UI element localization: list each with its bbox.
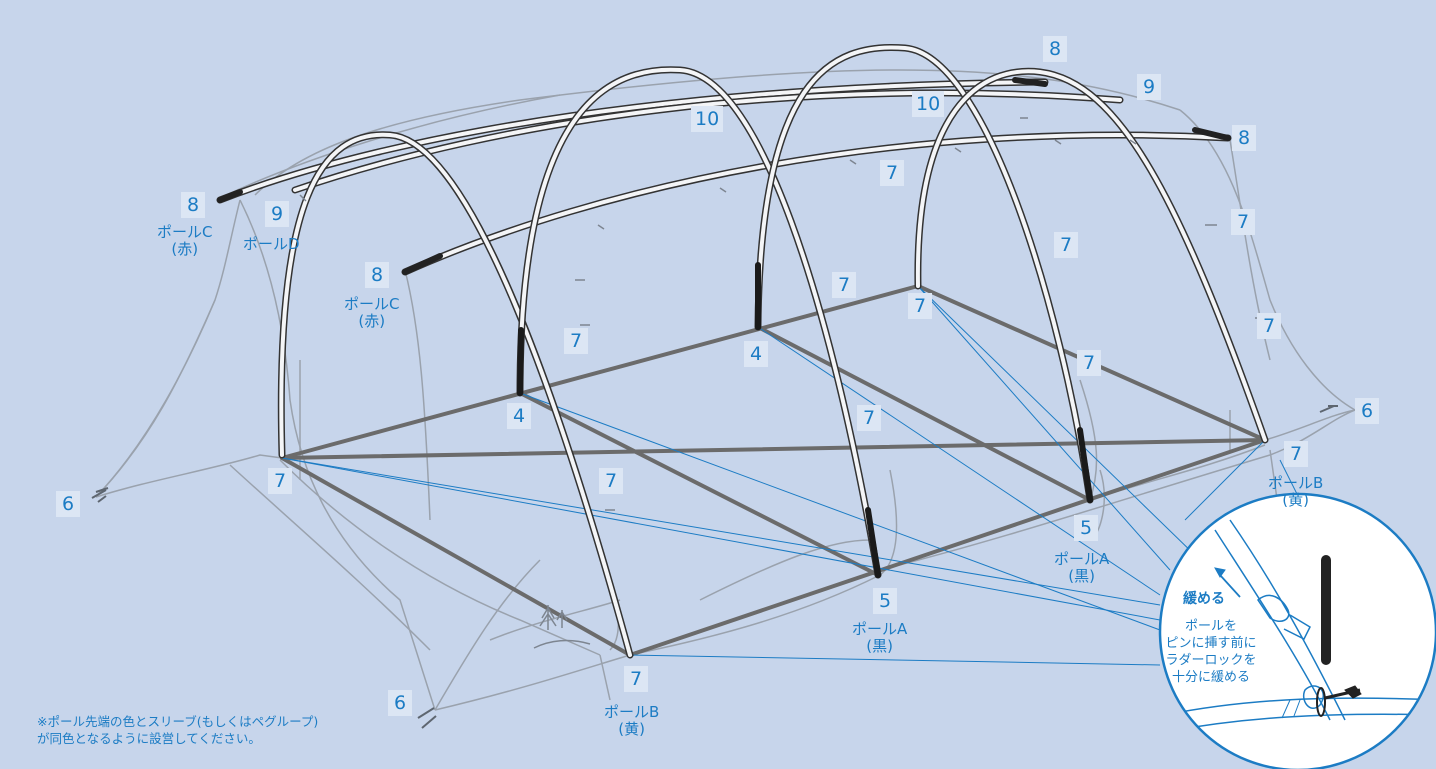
label-7-clip: 7 — [1231, 209, 1255, 235]
label-8-top: 8 — [1043, 36, 1067, 62]
label-7-clip: 7 — [880, 160, 904, 186]
label-7-corner-back: 7 — [908, 293, 932, 319]
label-8-mid: 8 — [365, 262, 389, 288]
pole-a-black-label-front: ポールA (黒) — [852, 620, 908, 655]
label-4-left: 4 — [507, 403, 531, 429]
label-6-front: 6 — [388, 690, 412, 716]
arrow-up-left-icon — [1214, 567, 1241, 598]
label-7-clip: 7 — [832, 272, 856, 298]
label-10-right: 10 — [912, 91, 945, 117]
label-8-left: 8 — [181, 192, 205, 218]
pole-b-yellow-label-right: ポールB (黄) — [1268, 474, 1324, 509]
label-7-clip: 7 — [1257, 313, 1281, 339]
label-7-corner-front: 7 — [624, 666, 648, 692]
floor-frame — [280, 284, 1267, 657]
label-5-front: 5 — [873, 588, 897, 614]
label-7-clip: 7 — [564, 328, 588, 354]
label-9-left: 9 — [265, 201, 289, 227]
label-9-right: 9 — [1137, 74, 1161, 100]
label-8-right: 8 — [1232, 125, 1256, 151]
pole-c-red-label-left: ポールC (赤) — [157, 223, 213, 258]
label-10-left: 10 — [691, 106, 724, 132]
tree-logo-icon — [533, 605, 591, 649]
inset-detail — [1158, 492, 1436, 769]
label-7-clip: 7 — [1077, 350, 1101, 376]
pole-c-red-label-mid: ポールC (赤) — [344, 295, 400, 330]
label-5-right: 5 — [1074, 515, 1098, 541]
pole-b-yellow-label-front: ポールB (黄) — [604, 703, 660, 738]
inset-loosen-label: 緩める — [1183, 591, 1225, 607]
arch-poles — [277, 43, 1269, 659]
label-7-clip: 7 — [599, 468, 623, 494]
label-6-left: 6 — [56, 491, 80, 517]
label-7-clip: 7 — [1054, 232, 1078, 258]
guide-lines — [281, 285, 1301, 666]
label-7-corner-right: 7 — [1284, 441, 1308, 467]
label-6-right: 6 — [1355, 398, 1379, 424]
setup-note: ※ポール先端の色とスリーブ(もしくはペグループ) が同色となるように設営してくだ… — [37, 714, 319, 746]
label-7-corner-left: 7 — [268, 468, 292, 494]
label-7-clip: 7 — [857, 405, 881, 431]
inset-instruction: ポールを ピンに挿す前に ラダーロックを 十分に緩める — [1165, 619, 1257, 685]
pole-a-black-label-right: ポールA (黒) — [1054, 550, 1110, 585]
pole-d-label: ポールD — [243, 235, 300, 253]
label-4-mid: 4 — [744, 341, 768, 367]
stakes — [91, 405, 1338, 729]
